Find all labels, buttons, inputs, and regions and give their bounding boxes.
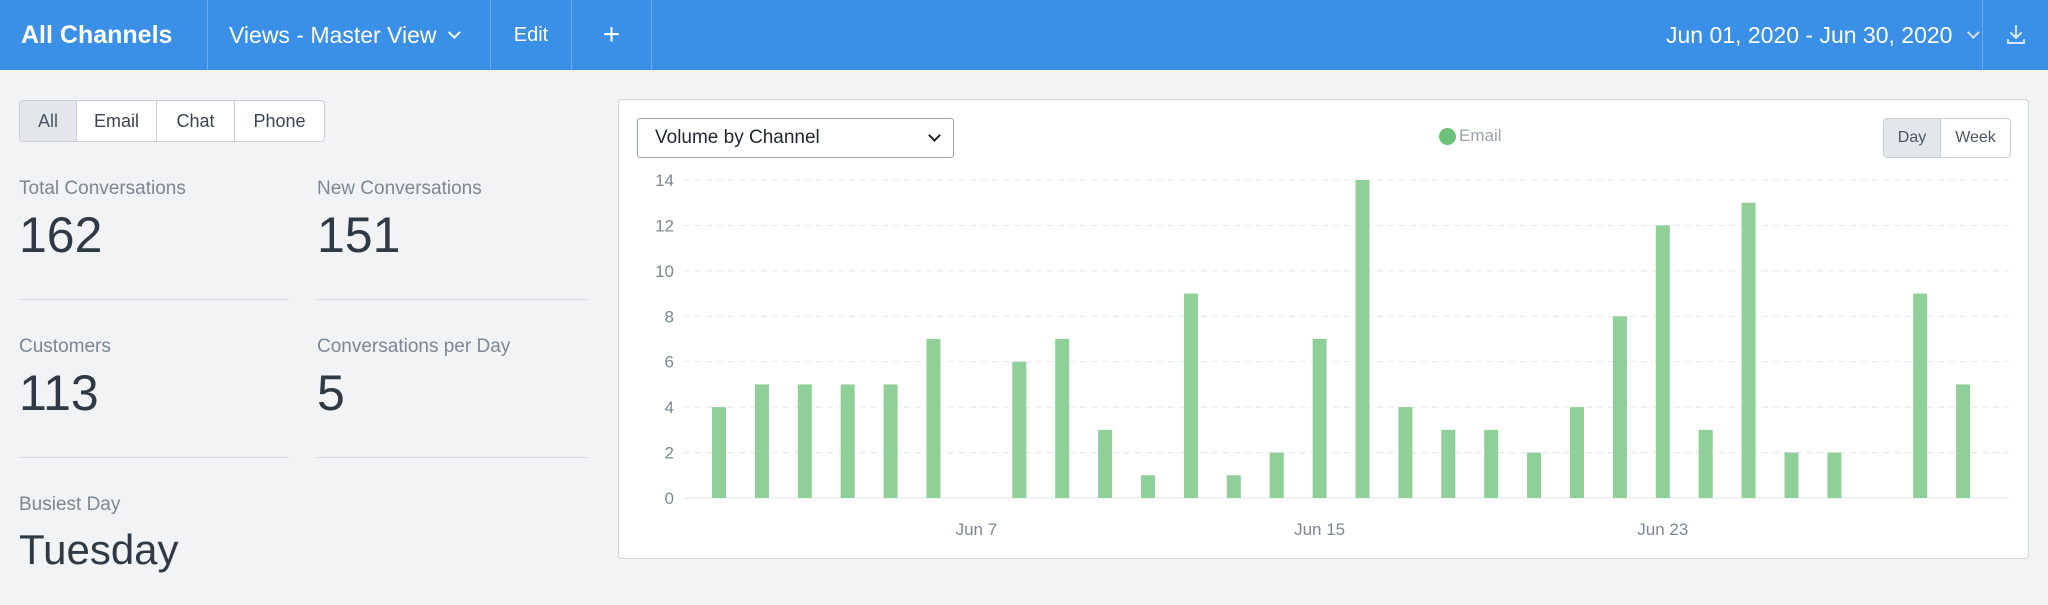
topbar-spacer <box>652 0 1652 70</box>
bar-2020-06-06[interactable] <box>926 339 941 498</box>
y-tick-label: 14 <box>655 171 674 190</box>
y-tick-label: 8 <box>665 307 674 326</box>
y-tick-label: 6 <box>665 353 674 372</box>
bar-2020-06-20[interactable] <box>1527 452 1542 498</box>
download-button[interactable] <box>1982 0 2048 70</box>
chart-type-select-value: Volume by Channel <box>655 127 820 148</box>
legend-label: Email <box>1459 126 1502 145</box>
bar-2020-06-21[interactable] <box>1570 407 1584 498</box>
legend-dot-icon <box>1439 127 1456 145</box>
x-tick-label: Jun 15 <box>1294 520 1345 539</box>
y-tick-label: 10 <box>655 262 674 281</box>
stat-value: Tuesday <box>19 526 179 573</box>
stat-new-conversations: New Conversations 151 <box>317 178 587 300</box>
chart-legend: Email <box>1439 126 1502 146</box>
stat-label: Total Conversations <box>19 178 186 199</box>
chart-panel: Volume by Channel Email Day Week 0 2 4 6 8 10… <box>618 99 2029 559</box>
divider <box>19 457 289 458</box>
stat-label: Conversations per Day <box>317 336 511 357</box>
stat-label: Busiest Day <box>19 494 121 515</box>
stat-label: Customers <box>19 336 111 357</box>
stat-value: 113 <box>19 365 99 421</box>
bar-2020-06-17[interactable] <box>1398 407 1413 498</box>
stat-label: New Conversations <box>317 178 482 199</box>
bar-2020-06-14[interactable] <box>1269 452 1284 498</box>
bar-2020-06-23[interactable] <box>1655 225 1670 498</box>
stat-value: 151 <box>317 207 401 263</box>
bar-2020-06-25[interactable] <box>1741 202 1756 498</box>
bar-2020-06-02[interactable] <box>754 384 769 498</box>
filter-email-button[interactable]: Email <box>77 101 157 141</box>
bar-2020-06-24[interactable] <box>1698 429 1713 498</box>
bar-2020-06-03[interactable] <box>797 384 812 498</box>
add-view-button[interactable]: + <box>572 0 652 70</box>
bar-2020-06-29[interactable] <box>1913 293 1928 498</box>
stat-busiest-day: Busiest Day Tuesday <box>19 494 289 574</box>
bar-2020-06-11[interactable] <box>1141 475 1155 498</box>
bar-2020-06-30[interactable] <box>1956 384 1971 498</box>
date-range-picker[interactable]: Jun 01, 2020 - Jun 30, 2020 <box>1652 0 1982 70</box>
download-icon <box>2006 25 2025 44</box>
filter-all-button[interactable]: All <box>20 101 77 141</box>
y-tick-label: 4 <box>665 398 674 417</box>
channel-filter-group: All Email Chat Phone <box>19 100 325 142</box>
toggle-week-button[interactable]: Week <box>1941 119 2010 157</box>
views-dropdown-label: Views - Master View <box>229 21 437 48</box>
y-tick-label: 0 <box>665 489 674 508</box>
stat-value: 5 <box>317 365 345 421</box>
x-tick-label: Jun 23 <box>1637 520 1688 539</box>
stat-total-conversations: Total Conversations 162 <box>19 178 289 300</box>
stat-value: 162 <box>19 207 103 263</box>
views-dropdown[interactable]: Views - Master View <box>208 0 491 70</box>
bar-2020-06-05[interactable] <box>883 384 898 498</box>
page-title: All Channels <box>0 0 208 70</box>
bar-2020-06-10[interactable] <box>1098 429 1113 498</box>
filter-phone-button[interactable]: Phone <box>253 110 306 131</box>
toggle-day-button[interactable]: Day <box>1884 119 1941 157</box>
bar-2020-06-26[interactable] <box>1784 452 1799 498</box>
top-bar: All Channels Views - Master View Edit + … <box>0 0 2048 70</box>
stat-conversations-per-day: Conversations per Day 5 <box>317 336 587 458</box>
bar-2020-06-04[interactable] <box>840 384 855 498</box>
bar-2020-06-18[interactable] <box>1441 429 1456 498</box>
bar-2020-06-13[interactable] <box>1226 475 1241 498</box>
divider <box>317 457 587 458</box>
chevron-down-icon <box>447 25 461 39</box>
date-range-label: Jun 01, 2020 - Jun 30, 2020 <box>1666 21 1953 48</box>
y-tick-label: 12 <box>655 216 674 235</box>
filter-chat-button[interactable]: Chat <box>157 101 235 141</box>
edit-button[interactable]: Edit <box>491 0 572 70</box>
bar-2020-06-09[interactable] <box>1055 339 1070 498</box>
volume-bar-chart: 0 2 4 6 8 10 12 14 Jun 7 Jun 15 Jun 23 <box>655 171 2009 539</box>
bar-2020-06-19[interactable] <box>1484 429 1499 498</box>
granularity-toggle: Day Week <box>1883 118 2011 158</box>
divider <box>317 299 587 300</box>
bar-2020-06-27[interactable] <box>1827 452 1842 498</box>
chevron-down-icon <box>1967 25 1981 39</box>
bar-2020-06-08[interactable] <box>1012 361 1027 498</box>
y-tick-label: 2 <box>665 444 674 463</box>
bar-2020-06-22[interactable] <box>1612 316 1627 498</box>
divider <box>19 299 289 300</box>
stat-customers: Customers 113 <box>19 336 289 458</box>
x-tick-label: Jun 7 <box>956 520 998 539</box>
bar-2020-06-15[interactable] <box>1312 339 1327 498</box>
chart-type-select[interactable]: Volume by Channel <box>637 118 954 158</box>
bar-2020-06-16[interactable] <box>1355 180 1370 498</box>
bar-2020-06-12[interactable] <box>1183 293 1198 498</box>
bar-2020-06-01[interactable] <box>712 407 726 498</box>
